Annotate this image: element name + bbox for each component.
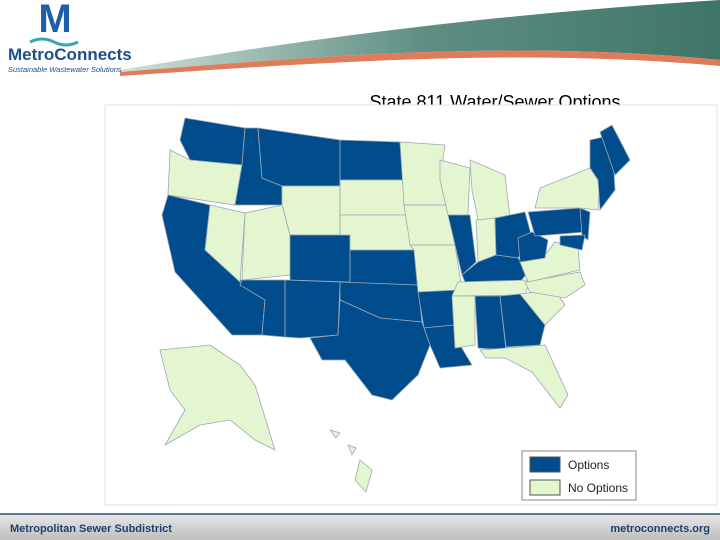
state-shape xyxy=(159,344,276,451)
state-shape xyxy=(328,429,341,439)
legend-swatch xyxy=(529,456,561,473)
legend-swatch xyxy=(529,479,561,496)
logo-wave xyxy=(29,37,79,47)
state-shape xyxy=(527,207,586,237)
state-shape xyxy=(451,279,531,297)
state-shape xyxy=(339,214,415,251)
header-stripe xyxy=(120,50,720,76)
state-shape xyxy=(451,295,476,349)
state-shape xyxy=(284,279,341,339)
state-shape xyxy=(409,244,463,293)
state-shape xyxy=(579,207,591,241)
footer-bar xyxy=(0,514,720,540)
state-shape xyxy=(204,204,246,283)
state-shape xyxy=(479,344,569,409)
state-shape xyxy=(599,124,631,176)
logo-brand: MetroConnects xyxy=(8,45,132,64)
us-map xyxy=(159,117,631,493)
logo-tagline: Sustainable Wastewater Solutions xyxy=(8,65,122,74)
state-shape xyxy=(517,231,549,263)
state-shape xyxy=(475,217,497,263)
state-shape xyxy=(309,299,431,401)
state-shape xyxy=(354,459,373,493)
header-band xyxy=(120,0,720,72)
state-shape xyxy=(281,185,341,236)
state-shape xyxy=(349,249,419,286)
state-shape xyxy=(447,214,477,276)
state-shape xyxy=(339,179,409,216)
state-shape xyxy=(241,204,291,281)
state-shape xyxy=(499,293,546,348)
state-shape xyxy=(289,234,351,283)
footer-right: metroconnects.org xyxy=(610,523,710,535)
state-shape xyxy=(559,234,586,251)
footer-left: Metropolitan Sewer Subdistrict xyxy=(10,523,172,535)
state-shape xyxy=(347,444,357,456)
legend-label: No Options xyxy=(568,481,628,495)
logo-mark: M xyxy=(38,0,71,41)
legend-label: Options xyxy=(568,458,609,472)
state-shape xyxy=(339,139,405,181)
state-shape xyxy=(524,271,586,299)
